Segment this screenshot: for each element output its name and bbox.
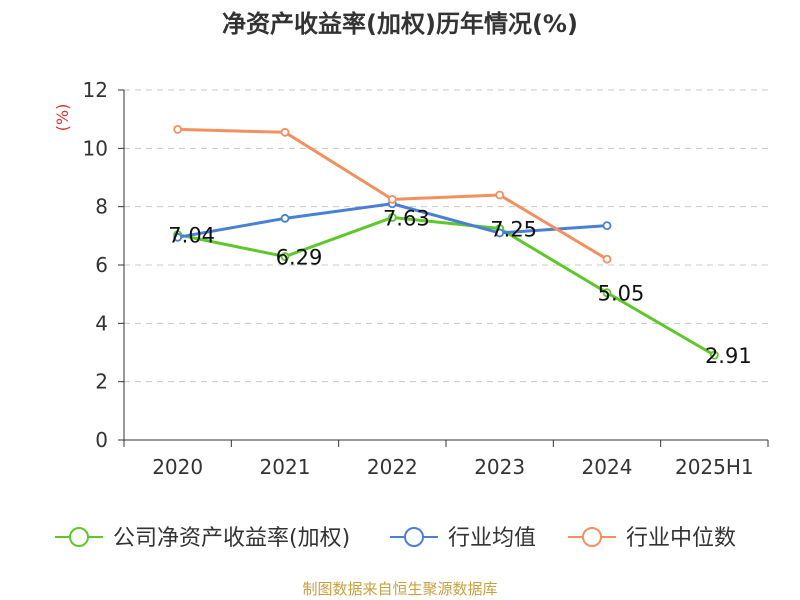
y-tick-label: 10 <box>83 136 108 160</box>
x-tick-label: 2025H1 <box>675 455 754 479</box>
data-point[interactable] <box>495 228 505 238</box>
legend-marker <box>404 527 424 547</box>
y-tick-label: 0 <box>95 428 108 452</box>
legend-marker <box>582 527 602 547</box>
data-source-note: 制图数据来自恒生聚源数据库 <box>302 580 498 598</box>
x-tick-label: 2024 <box>582 455 633 479</box>
y-axis-label: (%) <box>53 104 72 132</box>
x-tick-label: 2020 <box>152 455 203 479</box>
x-tick-label: 2021 <box>260 455 311 479</box>
data-point[interactable] <box>495 190 505 200</box>
y-tick-label: 6 <box>95 253 108 277</box>
data-point[interactable] <box>280 213 290 223</box>
data-point[interactable] <box>709 350 719 360</box>
y-tick-label: 12 <box>83 78 108 102</box>
data-labels: 7.04 6.29 7.63 7.25 5.05 2.91 <box>168 206 751 368</box>
data-label: 7.63 <box>383 206 430 230</box>
legend-item-label[interactable]: 行业中位数 <box>626 526 736 551</box>
y-tick-label: 8 <box>95 195 108 219</box>
data-point[interactable] <box>387 194 397 204</box>
data-label: 7.25 <box>490 218 537 242</box>
data-point[interactable] <box>280 127 290 137</box>
y-tick-label: 2 <box>95 370 108 394</box>
x-tick-label: 2023 <box>474 455 525 479</box>
gridlines <box>124 89 768 383</box>
legend[interactable]: 公司净资产收益率(加权) 行业均值 行业中位数 <box>55 526 736 551</box>
data-label: 6.29 <box>276 246 323 270</box>
y-tick-label: 4 <box>95 311 108 335</box>
chart-title: 净资产收益率(加权)历年情况(%) <box>222 10 578 38</box>
legend-marker <box>69 527 89 547</box>
data-point[interactable] <box>387 213 397 222</box>
data-point[interactable] <box>173 124 183 134</box>
data-point[interactable] <box>173 232 183 242</box>
data-point[interactable] <box>602 221 612 231</box>
data-point[interactable] <box>280 252 290 261</box>
legend-item-label[interactable]: 行业均值 <box>448 526 536 551</box>
data-point[interactable] <box>602 254 612 264</box>
series-line <box>177 215 716 357</box>
data-point[interactable] <box>602 288 612 298</box>
series-line <box>177 127 608 261</box>
axes: 0 2 4 6 8 10 12 2020 2021 2022 2023 2024 2025H1 (%) <box>53 78 769 479</box>
series-layer <box>173 124 719 360</box>
legend-item-label[interactable]: 公司净资产收益率(加权) <box>113 526 350 551</box>
data-label: 2.91 <box>705 344 752 368</box>
data-label: 7.04 <box>168 224 215 248</box>
x-tick-label: 2022 <box>367 455 418 479</box>
data-label: 5.05 <box>598 282 645 306</box>
